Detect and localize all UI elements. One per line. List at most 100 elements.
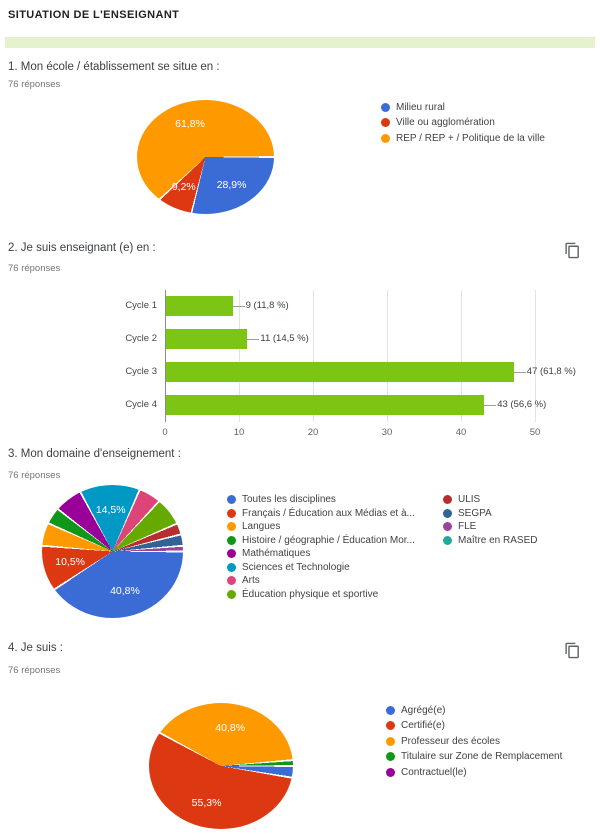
legend-color-dot <box>386 752 395 762</box>
legend-label: FLE <box>458 521 477 532</box>
bar-callout-line <box>484 405 497 406</box>
bar-chart-gridline <box>313 290 314 422</box>
bar-value-label: 11 (14,5 %) <box>260 333 309 344</box>
x-axis-tick-label: 10 <box>233 427 245 438</box>
pie-legend-school-location: Milieu rural Ville ou agglomération REP / … <box>381 102 545 148</box>
legend-color-dot <box>227 562 236 572</box>
pie-legend-teaching-domain-col2: ULIS SEGPA FLE Maître en RASED <box>443 494 537 548</box>
legend-label: Sciences et Technologie <box>242 561 350 573</box>
page-title: SITUATION DE L'ENSEIGNANT <box>8 9 180 21</box>
legend-label: Professeur des écoles <box>401 735 500 747</box>
question-title: 2. Je suis enseignant (e) en : <box>8 242 156 254</box>
legend-color-dot <box>443 508 452 518</box>
response-count: 76 réponses <box>8 263 61 274</box>
legend-item: Contractuel(le) <box>386 767 562 782</box>
pie-slice-label: 55,3% <box>191 796 222 809</box>
legend-color-dot <box>386 706 395 715</box>
legend-color-dot <box>381 133 390 143</box>
legend-color-dot <box>227 589 236 599</box>
legend-item: Mathématiques <box>227 548 415 562</box>
legend-item: ULIS <box>443 494 537 508</box>
response-count: 76 réponses <box>8 665 61 676</box>
bar <box>166 395 485 415</box>
legend-color-dot <box>381 103 390 112</box>
question-title: 3. Mon domaine d'enseignement : <box>8 448 181 460</box>
legend-label: Toutes les disciplines <box>242 494 336 505</box>
legend-label: Contractuel(le) <box>401 766 467 778</box>
bar <box>166 329 248 349</box>
legend-item: Titulaire sur Zone de Remplacement <box>386 751 562 766</box>
legend-item: Certifié(e) <box>386 720 562 735</box>
bar-chart-axis-line <box>165 290 166 422</box>
legend-label: SEGPA <box>458 507 492 519</box>
pie-slice-label: 28,9% <box>216 178 247 191</box>
legend-label: Agrégé(e) <box>401 705 446 716</box>
legend-color-dot <box>227 535 236 545</box>
legend-color-dot <box>381 118 390 128</box>
question-title: 1. Mon école / établissement se situe en… <box>8 61 220 73</box>
legend-color-dot <box>227 576 236 585</box>
legend-item: Toutes les disciplines <box>227 494 415 508</box>
legend-item: FLE <box>443 521 537 535</box>
legend-item: Maître en RASED <box>443 535 537 549</box>
legend-label: Français / Éducation aux Médias et à... <box>242 507 415 519</box>
legend-color-dot <box>227 495 236 504</box>
legend-label: Arts <box>242 575 260 586</box>
legend-color-dot <box>443 522 452 531</box>
legend-label: Maître en RASED <box>458 534 538 546</box>
x-axis-tick-label: 50 <box>529 427 541 438</box>
pie-chart-teaching-domain: 40,8% 10,5% 14,5% <box>42 485 183 618</box>
legend-label: Titulaire sur Zone de Remplacement <box>401 751 563 763</box>
legend-item: SEGPA <box>443 508 537 522</box>
pie-slice-label: 40,8% <box>110 585 140 598</box>
pie-legend-teaching-domain-col1: Toutes les disciplines Français / Éducati… <box>227 494 415 602</box>
copy-chart-button[interactable] <box>561 239 583 261</box>
bar-category-label: Cycle 1 <box>125 300 157 311</box>
bar-callout-line <box>232 306 245 307</box>
legend-color-dot <box>386 767 395 777</box>
legend-item: Français / Éducation aux Médias et à... <box>227 508 415 522</box>
pie-slice-label: 61,8% <box>175 118 205 131</box>
legend-color-dot <box>227 508 236 518</box>
legend-item: Milieu rural <box>381 102 545 117</box>
legend-item: Sciences et Technologie <box>227 562 415 576</box>
response-count: 76 réponses <box>8 79 61 90</box>
legend-color-dot <box>386 721 395 731</box>
copy-chart-button[interactable] <box>561 639 583 661</box>
pie-chart-school-location: 28,9% 9,2% 61,8% <box>137 100 274 214</box>
legend-color-dot <box>386 736 395 746</box>
legend-label: Ville ou agglomération <box>396 117 495 129</box>
content-copy-icon <box>564 642 581 662</box>
legend-item: Langues <box>227 521 415 535</box>
bar <box>166 296 233 316</box>
x-axis-tick-label: 20 <box>307 427 319 438</box>
response-count: 76 réponses <box>8 470 61 481</box>
bar-chart-gridline <box>535 290 536 422</box>
bar-chart-gridline <box>239 290 240 422</box>
pie-legend-teacher-status: Agrégé(e) Certifié(e) Professeur des école… <box>386 705 562 782</box>
legend-color-dot <box>443 495 452 504</box>
legend-label: Certifié(e) <box>401 720 445 732</box>
content-copy-icon <box>564 242 581 262</box>
legend-label: Éducation physique et sportive <box>242 588 379 600</box>
legend-item: Éducation physique et sportive <box>227 589 415 603</box>
legend-label: ULIS <box>458 494 481 505</box>
legend-color-dot <box>227 522 236 531</box>
pie-slice-label: 10,5% <box>55 555 86 568</box>
bar-chart-gridline <box>461 290 462 422</box>
section-divider-bar <box>5 37 595 48</box>
x-axis-tick-label: 0 <box>162 427 168 438</box>
x-axis-tick-label: 40 <box>455 427 467 438</box>
legend-item: Ville ou agglomération <box>381 117 545 132</box>
bar-category-label: Cycle 2 <box>125 333 157 344</box>
pie-chart-teacher-status: 55,3% 40,8% <box>149 703 293 829</box>
legend-item: Histoire / géographie / Éducation Mor... <box>227 535 415 549</box>
legend-label: Langues <box>242 521 281 532</box>
bar <box>166 362 514 382</box>
legend-item: Arts <box>227 575 415 589</box>
bar-category-label: Cycle 3 <box>125 366 157 377</box>
legend-color-dot <box>227 549 236 558</box>
pie-slice-label: 40,8% <box>215 721 246 734</box>
legend-item: Professeur des écoles <box>386 736 562 751</box>
